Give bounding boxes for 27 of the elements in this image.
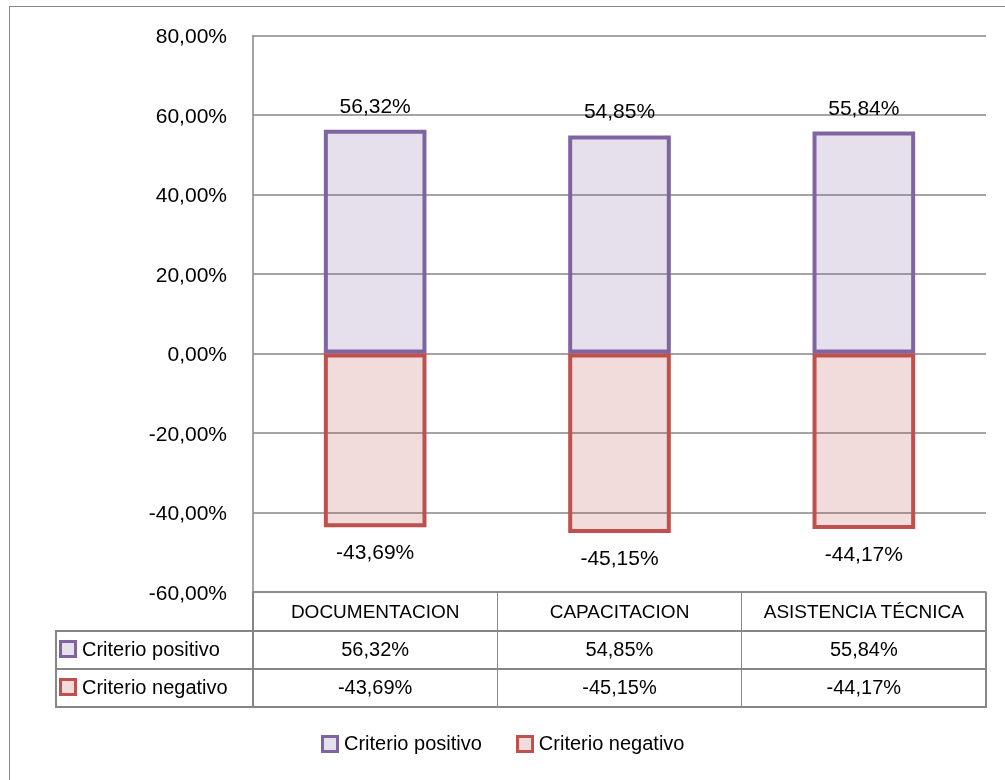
text: Criterio positivo [344,732,482,754]
y-tick-label: 40,00% [155,183,227,206]
y-tick-label: 20,00% [155,262,227,286]
text: -44,17% [824,542,903,566]
data-label: 56,32% [340,636,411,662]
data-label: -45,15% [581,674,658,700]
data-label: 54,85% [584,636,655,662]
text: -45,15% [580,545,659,569]
text: 54,85% [583,99,656,123]
text: 56,32% [339,93,411,117]
x-tick-label: CAPACITACION [549,600,690,622]
y-tick-label: -20,00% [148,421,227,445]
legend-label: Criterio positivo [82,637,220,661]
x-tick-label: ASISTENCIA TÉCNICA [763,600,965,622]
data-label: -43,69% [336,674,414,700]
x-tick-label: DOCUMENTACION [290,600,460,622]
y-tick-label: 80,00% [155,24,227,47]
legend-label: Criterio negativo [82,675,228,699]
y-tick-label: 0,00% [167,342,227,365]
y-tick-label: -60,00% [148,580,227,604]
text: -43,69% [336,540,415,564]
data-label: -44,17% [825,674,903,700]
text: Criterio negativo [538,732,685,754]
y-tick-label: 60,00% [155,103,227,127]
text: 55,84% [828,95,900,119]
data-label: 55,84% [828,636,899,662]
y-tick-label: -40,00% [148,501,227,524]
